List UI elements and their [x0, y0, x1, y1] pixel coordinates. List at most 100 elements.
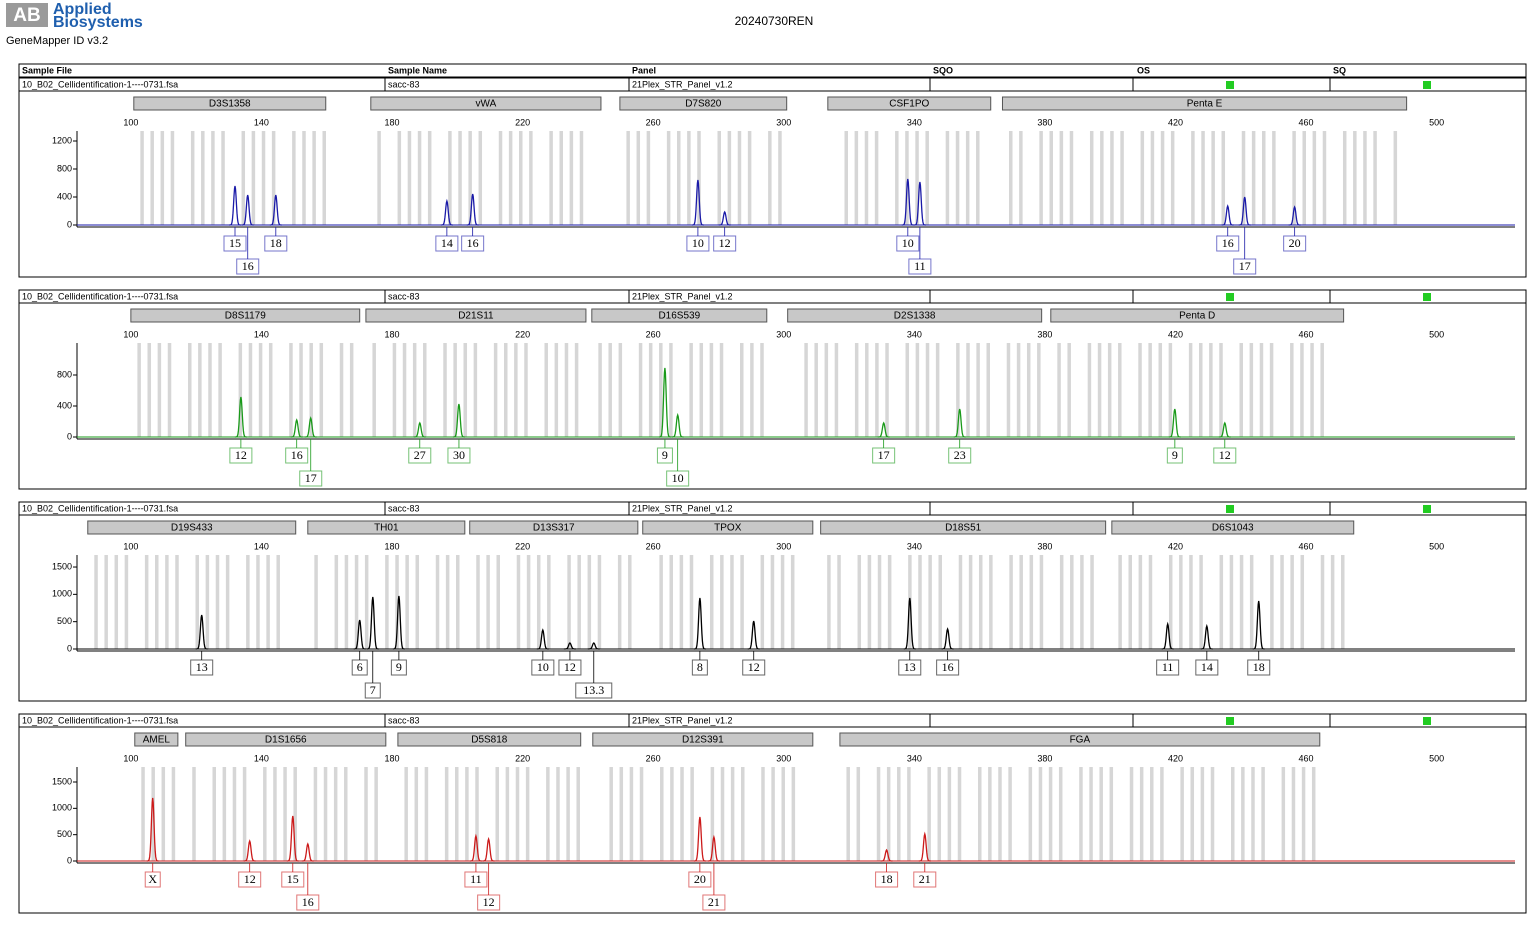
- bin: [638, 343, 643, 437]
- allele-label: 12: [748, 660, 760, 674]
- bin: [475, 767, 479, 861]
- bin: [276, 555, 280, 649]
- bin: [299, 343, 303, 437]
- allele-label: 21: [919, 872, 931, 886]
- bin: [907, 767, 911, 861]
- bin: [875, 343, 879, 437]
- column-name: Panel: [632, 65, 656, 75]
- column-header: [18, 63, 1527, 78]
- bin: [1239, 555, 1244, 649]
- bin: [1241, 767, 1245, 861]
- bin: [1292, 131, 1296, 225]
- bin: [1221, 131, 1226, 225]
- allele-box: [688, 871, 712, 888]
- bin: [629, 767, 634, 861]
- y-tick-label: 0: [67, 855, 72, 865]
- y-tick-label: 800: [57, 369, 72, 379]
- peak: [241, 194, 254, 226]
- bin: [246, 555, 250, 649]
- allele-label: 20: [1289, 236, 1301, 250]
- bin: [289, 343, 293, 437]
- brand: Biosystems: [53, 14, 143, 31]
- bin: [957, 767, 962, 861]
- bin: [372, 343, 376, 437]
- allele-box: [666, 470, 690, 487]
- panel-name: 21Plex_STR_Panel_v1.2: [632, 503, 733, 513]
- allele-label: 14: [1201, 660, 1213, 674]
- allele-box: [656, 447, 673, 464]
- bin: [1048, 767, 1053, 861]
- allele-label: 18: [270, 236, 282, 250]
- bin: [424, 767, 429, 861]
- allele-label: 12: [1219, 448, 1231, 462]
- allele-box: [575, 682, 613, 699]
- bin: [1189, 555, 1193, 649]
- peak: [286, 815, 299, 862]
- allele-box: [558, 659, 582, 676]
- locus-bar: [787, 308, 1043, 323]
- bin: [1089, 131, 1094, 225]
- bin: [1016, 343, 1021, 437]
- bin: [856, 767, 861, 861]
- allele-label: 17: [305, 471, 317, 485]
- locus-name: D5S818: [471, 735, 508, 746]
- bin: [958, 555, 963, 649]
- locus-bar: [307, 520, 466, 535]
- bin: [864, 131, 869, 225]
- sample-name: sacc-83: [388, 503, 420, 513]
- x-tick-label: 500: [1429, 117, 1444, 127]
- allele-label: 16: [467, 236, 479, 250]
- bin: [559, 131, 563, 225]
- x-tick-label: 340: [907, 541, 922, 551]
- bin: [669, 555, 674, 649]
- bin: [463, 343, 468, 437]
- bin: [1008, 767, 1012, 861]
- bin: [977, 767, 982, 861]
- allele-box: [281, 871, 305, 888]
- locus-bar: [591, 308, 768, 323]
- bin: [171, 767, 176, 861]
- bin: [1059, 131, 1064, 225]
- bin: [689, 343, 693, 437]
- bin: [397, 131, 402, 225]
- locus-name: TH01: [374, 523, 399, 534]
- bin: [827, 555, 831, 649]
- allele-box: [264, 235, 288, 252]
- locus-name: Penta D: [1179, 311, 1215, 322]
- allele-box: [1166, 447, 1183, 464]
- allele-label: 17: [878, 448, 890, 462]
- bin: [1300, 343, 1304, 437]
- bin: [1067, 343, 1071, 437]
- bin: [1160, 131, 1165, 225]
- peak: [693, 816, 706, 862]
- allele-box: [477, 894, 501, 911]
- bin: [1201, 131, 1205, 225]
- allele-box: [236, 258, 260, 275]
- bin: [1272, 131, 1276, 225]
- sample-file: 10_B02_Cellidentification-1----0731.fsa: [22, 291, 178, 301]
- bin: [292, 131, 296, 225]
- bin: [737, 131, 742, 225]
- bin: [1028, 767, 1033, 861]
- allele-box: [464, 871, 488, 888]
- bin: [140, 131, 144, 225]
- bin: [1373, 131, 1377, 225]
- sample-file: 10_B02_Cellidentification-1----0731.fsa: [22, 79, 178, 89]
- bin: [232, 767, 237, 861]
- peak: [913, 181, 926, 226]
- locus-name: D2S1338: [894, 311, 936, 322]
- allele-box: [913, 871, 937, 888]
- peak: [1288, 205, 1301, 226]
- peak: [1200, 623, 1213, 650]
- bin: [1180, 767, 1184, 861]
- bin: [937, 767, 942, 861]
- locus-name: D7S820: [685, 99, 722, 110]
- bin: [1269, 343, 1274, 437]
- y-tick-label: 1500: [52, 776, 72, 786]
- bin: [998, 767, 1002, 861]
- allele-box: [223, 235, 247, 252]
- x-tick-label: 140: [254, 329, 269, 339]
- bin: [137, 343, 141, 437]
- allele-label: 10: [672, 471, 684, 485]
- bin: [427, 131, 432, 225]
